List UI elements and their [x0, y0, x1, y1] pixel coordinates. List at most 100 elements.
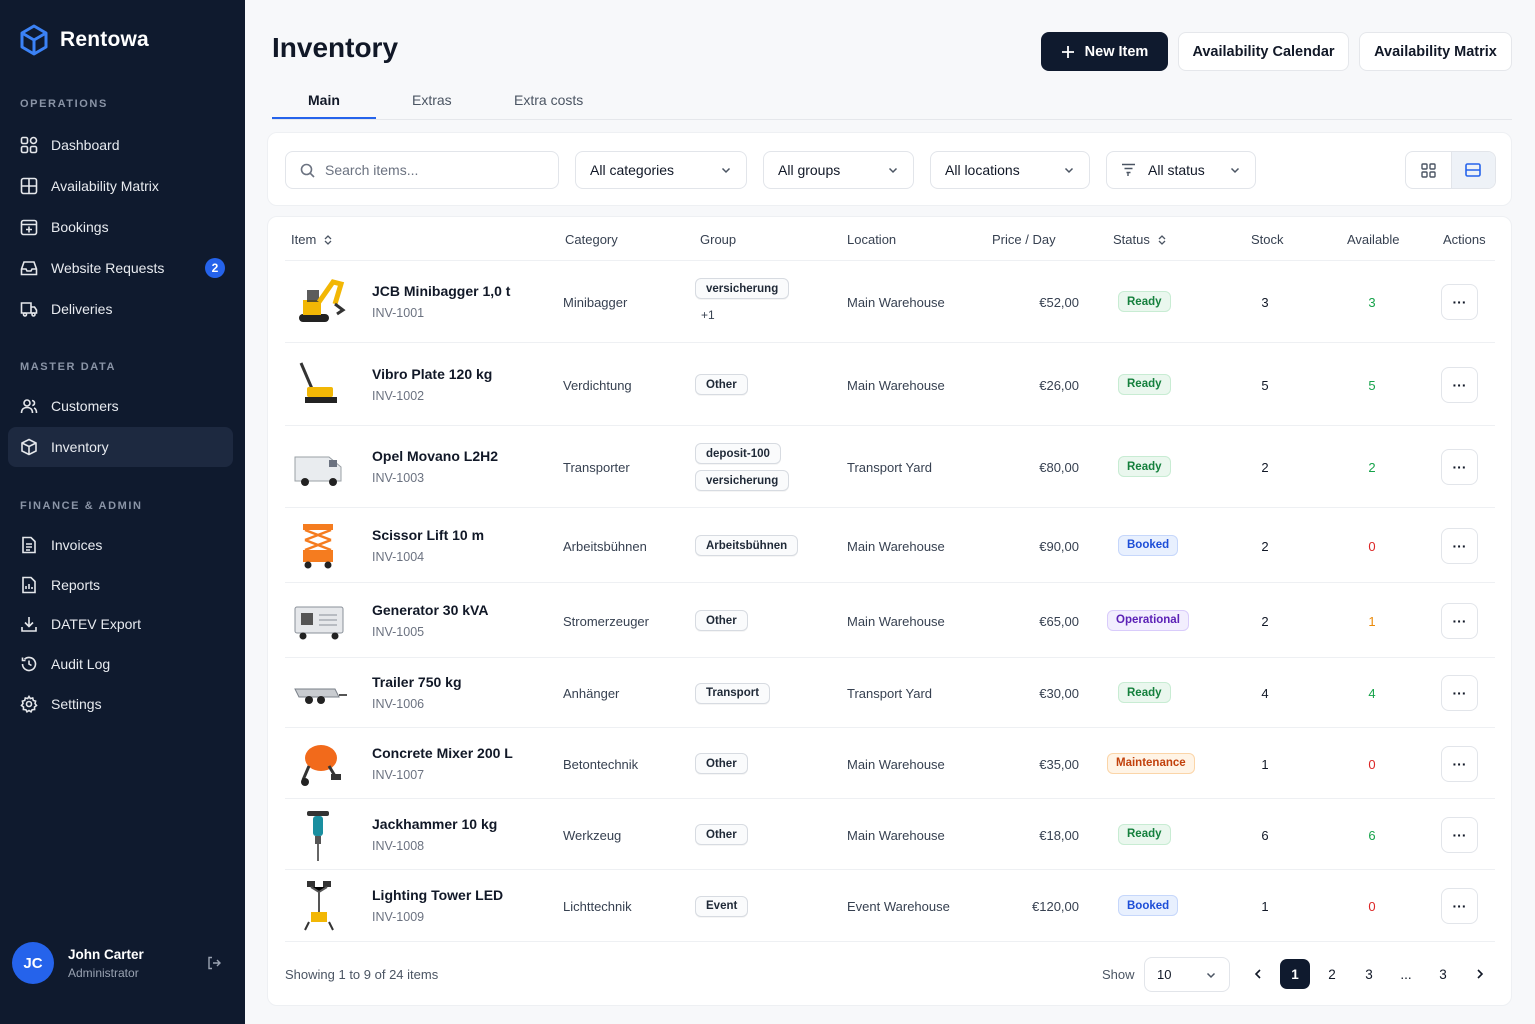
dashboard-icon: [20, 136, 38, 154]
mixer-thumbnail: [289, 736, 349, 792]
sidebar-item-website-requests[interactable]: Website Requests 2: [8, 248, 233, 288]
row-actions-button[interactable]: ···: [1441, 816, 1478, 853]
item-available: 1: [1368, 613, 1376, 629]
page-button-3[interactable]: 3: [1365, 966, 1373, 982]
sidebar-item-bookings[interactable]: Bookings: [8, 207, 233, 247]
sidebar-item-inventory[interactable]: Inventory: [8, 427, 233, 467]
sidebar-item-label: Inventory: [51, 439, 109, 455]
grid-view-button[interactable]: [1406, 152, 1451, 188]
sidebar-item-dashboard[interactable]: Dashboard: [8, 125, 233, 165]
column-header-label: Status: [1113, 232, 1150, 247]
row-actions-button[interactable]: ···: [1441, 366, 1478, 403]
sidebar-item-label: Settings: [51, 696, 102, 712]
row-actions-button[interactable]: ···: [1441, 284, 1478, 320]
category-select[interactable]: All categories: [575, 151, 747, 189]
status-badge: Ready: [1118, 456, 1171, 477]
item-name[interactable]: Trailer 750 kg: [372, 674, 462, 690]
chevron-right-icon: [1477, 969, 1484, 979]
tab-extra-costs[interactable]: Extra costs: [514, 92, 584, 108]
sidebar-item-label: Dashboard: [51, 137, 120, 153]
user-profile[interactable]: JC John Carter Administrator: [12, 942, 234, 984]
item-id: INV-1009: [372, 910, 425, 924]
item-name[interactable]: JCB Minibagger 1,0 t: [372, 283, 511, 299]
chevron-down-icon: [1230, 167, 1240, 174]
sidebar-item-settings[interactable]: Settings: [8, 684, 233, 724]
item-price: €52,00: [1039, 295, 1079, 310]
item-name[interactable]: Lighting Tower LED: [372, 887, 504, 903]
table-row[interactable]: Vibro Plate 120 kg INV-1002 Verdichtung Oth…: [285, 343, 1495, 426]
logout-icon[interactable]: [206, 955, 222, 971]
availability-matrix-button[interactable]: Availability Matrix: [1359, 32, 1512, 71]
table-row[interactable]: Generator 30 kVA INV-1005 Stromerzeuger Oth…: [285, 583, 1495, 658]
sidebar-item-customers[interactable]: Customers: [8, 386, 233, 426]
column-header-status[interactable]: Status: [1113, 232, 1166, 247]
document-icon: [22, 536, 36, 554]
item-name[interactable]: Concrete Mixer 200 L: [372, 744, 513, 761]
item-category: Werkzeug: [563, 827, 622, 843]
row-actions-button[interactable]: ···: [1441, 745, 1478, 782]
location-select[interactable]: All locations: [930, 151, 1090, 189]
column-header-item[interactable]: Item: [291, 232, 332, 247]
page-button-1[interactable]: 1: [1280, 959, 1310, 989]
truck-icon: [20, 302, 38, 317]
view-toggle: [1405, 151, 1496, 189]
table-row[interactable]: JCB Minibagger 1,0 t INV-1001 Minibagger ve…: [285, 261, 1495, 343]
chevron-down-icon: [1064, 167, 1074, 174]
item-stock: 6: [1261, 827, 1269, 843]
row-actions-button[interactable]: ···: [1441, 602, 1478, 639]
grid-icon: [20, 177, 38, 195]
item-category: Betontechnik: [563, 756, 639, 772]
prev-page-button[interactable]: [1243, 959, 1273, 989]
table-row[interactable]: Scissor Lift 10 m INV-1004 Arbeitsbühnen Ar…: [285, 508, 1495, 583]
column-header-location: Location: [847, 232, 897, 247]
tab-extras[interactable]: Extras: [412, 92, 452, 108]
sidebar-item-label: Website Requests: [51, 260, 165, 276]
search-input[interactable]: [325, 162, 535, 178]
search-box[interactable]: [285, 151, 559, 189]
item-location: Transport Yard: [847, 460, 933, 475]
item-category: Transporter: [563, 460, 630, 475]
group-chip: Transport: [695, 682, 771, 704]
item-name[interactable]: Vibro Plate 120 kg: [372, 365, 493, 382]
status-select[interactable]: All status: [1106, 151, 1256, 189]
sidebar-item-datev-export[interactable]: DATEV Export: [8, 604, 233, 644]
chevron-down-icon: [888, 167, 898, 174]
table-row[interactable]: Jackhammer 10 kg INV-1008 Werkzeug Other Mai…: [285, 799, 1495, 870]
page-button-last[interactable]: 3: [1439, 966, 1447, 982]
more-groups-count[interactable]: +1: [701, 308, 715, 322]
next-page-button[interactable]: [1465, 959, 1495, 989]
item-name[interactable]: Generator 30 kVA: [372, 601, 489, 618]
sidebar-item-reports[interactable]: Reports: [8, 565, 233, 605]
location-select-value: All locations: [945, 162, 1020, 178]
sidebar-item-invoices[interactable]: Invoices: [8, 525, 233, 565]
table-row[interactable]: Trailer 750 kg INV-1006 Anhänger Transport T…: [285, 658, 1495, 728]
group-chip: Other: [695, 753, 748, 774]
sidebar-item-deliveries[interactable]: Deliveries: [8, 289, 233, 329]
row-actions-button[interactable]: ···: [1441, 449, 1478, 485]
tab-main[interactable]: Main: [308, 92, 340, 108]
item-name[interactable]: Scissor Lift 10 m: [372, 526, 485, 543]
row-actions-button[interactable]: ···: [1441, 675, 1478, 711]
table-row[interactable]: Lighting Tower LED INV-1009 Lichttechnik Ev…: [285, 870, 1495, 942]
item-stock: 2: [1261, 538, 1269, 554]
section-title-finance-admin: FINANCE & ADMIN: [20, 500, 143, 512]
row-actions-button[interactable]: ···: [1441, 888, 1478, 924]
page-button-2[interactable]: 2: [1328, 966, 1336, 982]
item-id: INV-1003: [372, 471, 425, 485]
item-stock: 2: [1261, 613, 1269, 629]
table-row[interactable]: Opel Movano L2H2 INV-1003 Transporter depos…: [285, 426, 1495, 508]
list-view-button[interactable]: [1450, 152, 1495, 188]
sidebar-item-availability-matrix[interactable]: Availability Matrix: [8, 166, 233, 206]
item-name[interactable]: Jackhammer 10 kg: [372, 815, 498, 832]
table-row[interactable]: Concrete Mixer 200 L INV-1007 Betontechnik…: [285, 728, 1495, 799]
group-select[interactable]: All groups: [763, 151, 914, 189]
sidebar-item-audit-log[interactable]: Audit Log: [8, 644, 233, 684]
per-page-select[interactable]: 10: [1144, 957, 1230, 992]
group-chip: Arbeitsbühnen: [695, 535, 799, 556]
new-item-button[interactable]: New Item: [1041, 32, 1168, 71]
row-actions-button[interactable]: ···: [1441, 527, 1478, 564]
availability-calendar-button[interactable]: Availability Calendar: [1178, 32, 1349, 71]
brand[interactable]: Rentowa: [20, 24, 149, 56]
item-name[interactable]: Opel Movano L2H2: [372, 448, 499, 464]
item-id: INV-1008: [372, 838, 425, 853]
